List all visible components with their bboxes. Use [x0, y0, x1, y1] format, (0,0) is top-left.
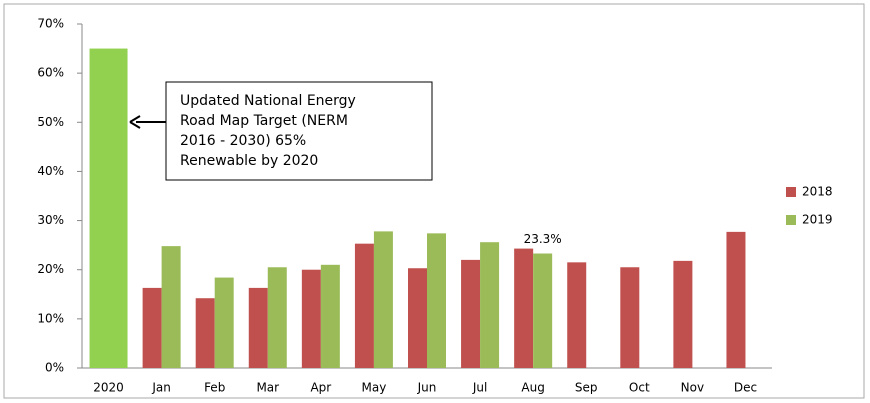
bar [354, 243, 374, 368]
bar [726, 231, 746, 368]
annotation-text: Updated National Energy [180, 93, 356, 109]
chart-frame [3, 3, 865, 399]
y-tick-label: 60% [37, 66, 64, 80]
bar [373, 231, 393, 368]
x-tick-label: 2020 [93, 381, 124, 395]
bar [408, 268, 427, 368]
x-tick-label: Mar [256, 381, 279, 395]
x-tick-label: Apr [310, 381, 331, 395]
bar [673, 260, 693, 368]
bar [267, 267, 287, 368]
x-tick-label: Jun [417, 381, 437, 395]
x-tick-label: Oct [629, 381, 650, 395]
x-tick-label: Aug [521, 381, 544, 395]
annotation-box [165, 81, 433, 181]
x-tick-label: Feb [204, 381, 225, 395]
bar [620, 267, 640, 368]
bar [567, 262, 587, 368]
bar [320, 264, 340, 368]
bar [142, 287, 162, 368]
bar [427, 233, 446, 368]
bar [301, 269, 321, 368]
bar [161, 246, 181, 368]
legend-swatch [786, 215, 796, 225]
x-tick-label: Sep [575, 381, 598, 395]
x-tick-label: May [362, 381, 387, 395]
bar [514, 248, 534, 368]
bar [533, 253, 553, 368]
x-tick-label: Jan [151, 381, 171, 395]
legend-label: 2019 [802, 213, 833, 227]
legend-swatch [786, 187, 796, 197]
data-label: 23.3% [524, 232, 562, 246]
bar [89, 48, 128, 368]
bar [461, 259, 481, 368]
bar [248, 287, 268, 368]
annotation-text: Road Map Target (NERM [180, 113, 348, 129]
y-tick-label: 30% [37, 213, 64, 227]
y-tick-label: 40% [37, 164, 64, 178]
y-tick-label: 10% [37, 311, 64, 325]
y-tick-label: 20% [37, 262, 64, 276]
x-tick-label: Nov [681, 381, 704, 395]
annotation-text: Renewable by 2020 [180, 153, 318, 169]
bar [195, 298, 215, 368]
legend-label: 2018 [802, 185, 833, 199]
bar [480, 242, 500, 368]
annotation-arrowhead [129, 115, 141, 129]
bar [214, 277, 234, 368]
x-tick-label: Dec [734, 381, 757, 395]
y-tick-label: 50% [37, 115, 64, 129]
annotation-text: 2016 - 2030) 65% [180, 133, 306, 149]
y-tick-label: 70% [37, 17, 64, 31]
y-tick-label: 0% [45, 361, 64, 375]
x-tick-label: Jul [472, 381, 487, 395]
